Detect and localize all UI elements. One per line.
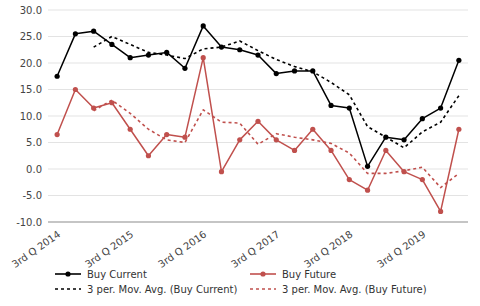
- legend: Buy Current Buy Future 3 per. Mov. Avg. (B…: [55, 269, 427, 295]
- plot-area: [55, 23, 462, 214]
- legend-item: 3 per. Mov. Avg. (Buy Future): [250, 284, 427, 295]
- point: [438, 105, 443, 110]
- y-tick-label: 25.0: [20, 31, 42, 42]
- point: [420, 177, 425, 182]
- point: [201, 23, 206, 28]
- point: [292, 148, 297, 153]
- x-axis-line: [48, 222, 468, 223]
- point: [456, 58, 461, 63]
- y-tick-label: -10.0: [16, 217, 42, 228]
- point: [128, 127, 133, 132]
- x-tick-label: 3rd Q 2016: [156, 229, 208, 270]
- series: [94, 100, 459, 187]
- point: [182, 135, 187, 140]
- point: [365, 188, 370, 193]
- point: [73, 31, 78, 36]
- point: [146, 153, 151, 158]
- point: [109, 42, 114, 47]
- series-line: [57, 58, 459, 212]
- point: [164, 132, 169, 137]
- y-tick-label: 0.0: [26, 164, 42, 175]
- point: [255, 119, 260, 124]
- point: [274, 71, 279, 76]
- point: [310, 68, 315, 73]
- y-tick-label: 10.0: [20, 111, 42, 122]
- point: [55, 132, 60, 137]
- x-tick-label: 3rd Q 2014: [10, 229, 62, 270]
- y-tick-label: 20.0: [20, 58, 42, 69]
- point: [128, 55, 133, 60]
- point: [237, 137, 242, 142]
- y-tick-label: -5.0: [22, 190, 42, 201]
- y-tick-label: 5.0: [26, 137, 42, 148]
- point: [292, 68, 297, 73]
- legend-item: Buy Current: [55, 269, 147, 280]
- point: [347, 177, 352, 182]
- point: [164, 50, 169, 55]
- grid-line: [48, 222, 468, 223]
- point: [310, 127, 315, 132]
- point: [401, 137, 406, 142]
- x-tick-label: 3rd Q 2015: [83, 229, 135, 270]
- legend-item: 3 per. Mov. Avg. (Buy Current): [55, 284, 237, 295]
- series-line: [94, 100, 459, 187]
- legend-label: 3 per. Mov. Avg. (Buy Current): [87, 284, 237, 295]
- chart: -10.0 -5.0 0.0 5.0 10.0 15.0 20.0 25.0 30.0 3rd Q…: [0, 0, 480, 306]
- legend-swatch: [55, 288, 81, 290]
- grid-line: [48, 89, 468, 90]
- series-line: [57, 26, 459, 166]
- grid-line: [48, 10, 468, 11]
- series: [55, 23, 462, 169]
- x-tick-label: 3rd Q 2017: [229, 229, 281, 270]
- x-tick-label: 3rd Q 2019: [375, 229, 427, 270]
- legend-marker: [65, 271, 70, 276]
- point: [365, 164, 370, 169]
- point: [456, 127, 461, 132]
- point: [274, 137, 279, 142]
- point: [73, 87, 78, 92]
- x-tick-label: 3rd Q 2018: [302, 229, 354, 270]
- point: [255, 52, 260, 57]
- point: [328, 148, 333, 153]
- series: [94, 37, 459, 148]
- point: [420, 116, 425, 121]
- legend-swatch: [250, 288, 276, 290]
- grid-line: [48, 195, 468, 196]
- legend-marker: [260, 271, 265, 276]
- point: [438, 209, 443, 214]
- grid: [48, 10, 468, 222]
- point: [383, 148, 388, 153]
- grid-line: [48, 63, 468, 64]
- axes: -10.0 -5.0 0.0 5.0 10.0 15.0 20.0 25.0 30.0 3rd Q…: [10, 5, 468, 270]
- point: [91, 29, 96, 34]
- point: [182, 66, 187, 71]
- series-line: [94, 37, 459, 148]
- grid-line: [48, 116, 468, 117]
- point: [328, 103, 333, 108]
- point: [219, 169, 224, 174]
- point: [237, 47, 242, 52]
- y-tick-label: 30.0: [20, 5, 42, 16]
- legend-label: Buy Future: [282, 269, 336, 280]
- point: [55, 74, 60, 79]
- point: [201, 55, 206, 60]
- legend-label: 3 per. Mov. Avg. (Buy Future): [282, 284, 427, 295]
- y-tick-label: 15.0: [20, 84, 42, 95]
- series: [55, 55, 462, 214]
- legend-label: Buy Current: [87, 269, 147, 280]
- legend-item: Buy Future: [250, 269, 336, 280]
- point: [347, 105, 352, 110]
